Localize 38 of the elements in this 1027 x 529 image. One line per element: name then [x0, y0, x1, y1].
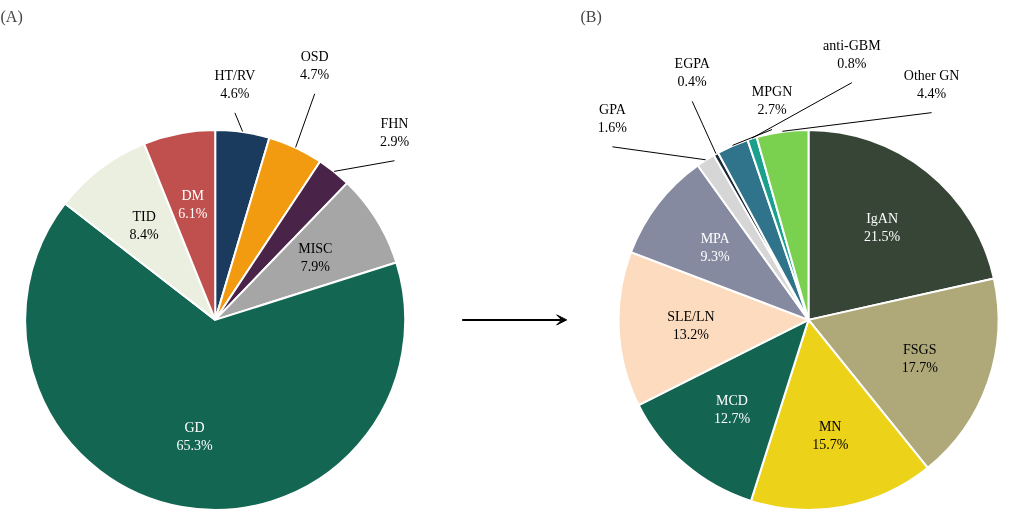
slice-label: MCD [716, 393, 748, 409]
slice-label: TID [132, 209, 156, 225]
data-label: 9.3% [700, 249, 731, 265]
slice-label: Other GN [903, 67, 960, 83]
data-label: 17.7% [901, 360, 939, 376]
slice-label: GD [184, 419, 205, 435]
slice-label: OSD [300, 48, 329, 64]
data-label: 21.5% [864, 229, 901, 245]
data-label: 0.4% [677, 74, 708, 90]
data-label: 7.9% [300, 259, 331, 275]
slice-label: MPGN [751, 84, 793, 100]
slice-label: EGPA [674, 56, 711, 72]
data-label: 13.2% [672, 327, 710, 343]
chart-title: (B) [580, 7, 602, 26]
slice-label: MPA [700, 231, 731, 247]
slice-label: anti-GBM [823, 37, 882, 53]
data-label: 65.3% [176, 437, 213, 453]
data-label: 0.8% [837, 55, 867, 71]
slice-label: IgAN [866, 211, 899, 227]
slice-label: MISC [298, 241, 333, 257]
slice-label: SLE/LN [667, 309, 715, 325]
slice-label: HT/RV [214, 67, 256, 83]
slice-label: DM [181, 187, 205, 203]
data-label: 4.4% [917, 85, 947, 101]
slice-label: FHN [380, 115, 409, 131]
data-label: 15.7% [812, 437, 849, 453]
data-label: 8.4% [129, 227, 160, 243]
data-label: 12.7% [713, 411, 751, 427]
slice-label: MN [818, 419, 842, 435]
slice-label: GPA [599, 101, 627, 117]
data-label: 1.6% [597, 119, 628, 135]
data-label: 2.9% [379, 133, 410, 149]
chart-title: (A) [0, 7, 23, 26]
data-label: 4.7% [300, 66, 330, 82]
data-label: 6.1% [178, 205, 208, 221]
data-label: 4.6% [220, 85, 250, 101]
data-label: 2.7% [757, 102, 787, 118]
slice-label: FSGS [902, 342, 937, 358]
